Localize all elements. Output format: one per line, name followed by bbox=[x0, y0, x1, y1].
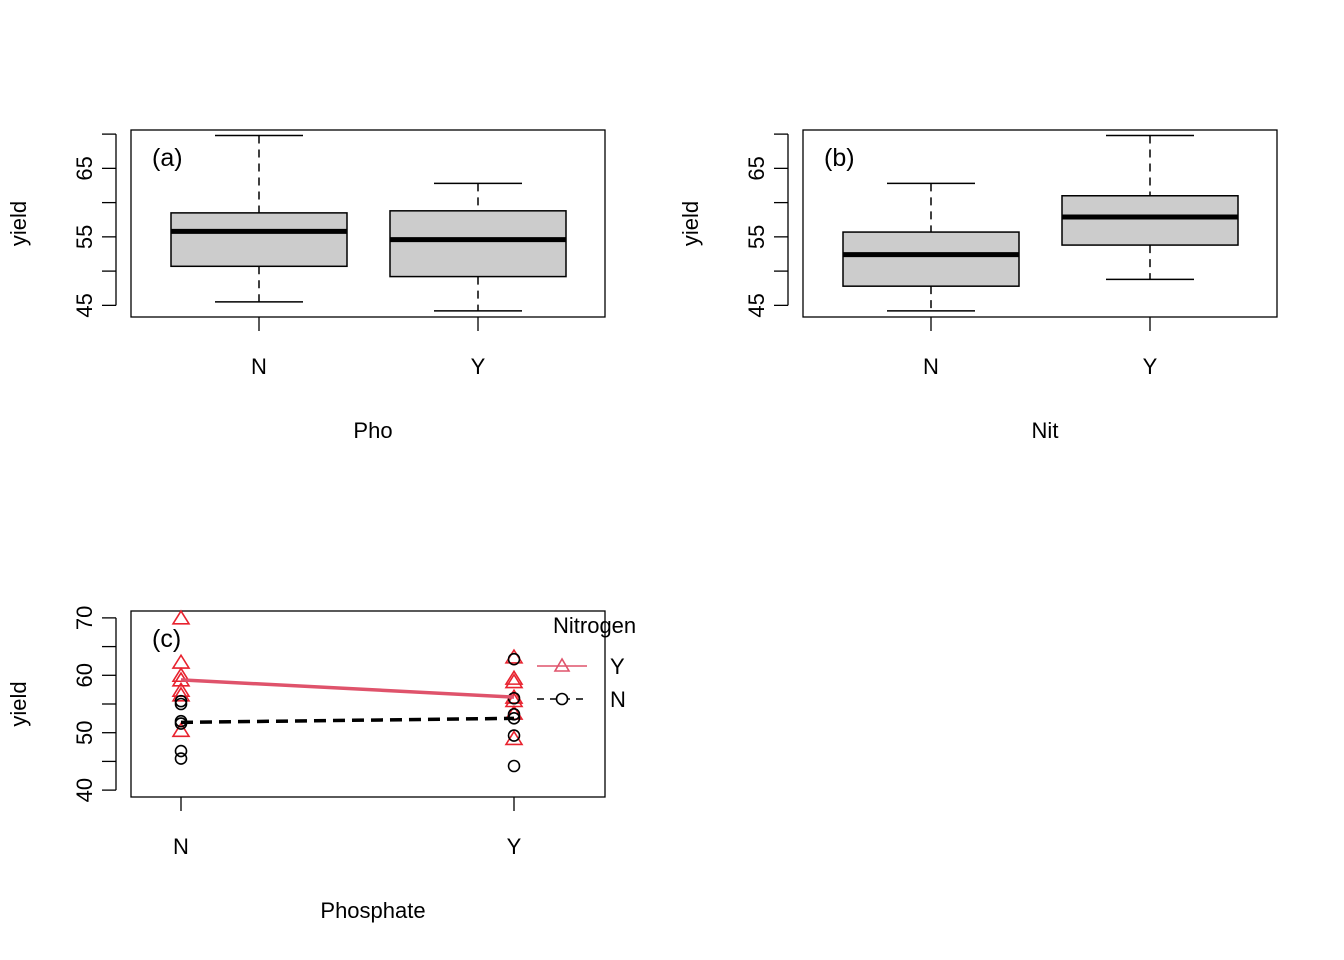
x-tick-label: Y bbox=[471, 354, 486, 379]
plot-frame bbox=[802, 129, 1278, 318]
y-tick-label: 70 bbox=[72, 606, 97, 630]
boxplot-Y bbox=[389, 182, 567, 312]
y-tick-label: 55 bbox=[72, 225, 97, 249]
y-tick-label: 60 bbox=[72, 663, 97, 687]
plot-frame bbox=[130, 129, 606, 318]
legend-label-Y: Y bbox=[610, 654, 625, 679]
x-tick-label: Y bbox=[1143, 354, 1158, 379]
series-line-Y bbox=[180, 678, 515, 699]
circle-point bbox=[174, 752, 188, 765]
triangle-point bbox=[504, 673, 524, 689]
boxplot-N bbox=[842, 182, 1020, 312]
legend: Nitrogen YN bbox=[537, 613, 636, 712]
panel-label: (a) bbox=[152, 144, 183, 172]
panel-label: (c) bbox=[152, 625, 181, 653]
points bbox=[171, 609, 524, 773]
legend-label-N: N bbox=[610, 687, 626, 712]
boxplot-N bbox=[170, 134, 348, 303]
y-tick-label: 50 bbox=[72, 720, 97, 744]
legend-title: Nitrogen bbox=[553, 613, 636, 638]
y-tick-label: 45 bbox=[72, 293, 97, 317]
y-axis: 40 50 60 70 bbox=[72, 606, 117, 802]
legend-circle-icon bbox=[555, 692, 569, 706]
iqr-box bbox=[389, 210, 567, 278]
x-tick-label: N bbox=[923, 354, 939, 379]
series-line-N bbox=[180, 716, 515, 725]
x-axis-title: Nit bbox=[1032, 418, 1059, 443]
circle-point bbox=[174, 697, 188, 711]
y-tick-label: 45 bbox=[744, 293, 769, 317]
y-axis: 45 55 65 bbox=[72, 133, 117, 318]
triangle-point bbox=[171, 722, 191, 738]
y-axis: 45 55 65 bbox=[744, 133, 789, 318]
x-tick-label: N bbox=[251, 354, 267, 379]
circle-point bbox=[507, 652, 521, 666]
triangle-point bbox=[171, 686, 191, 702]
y-axis-title: yield bbox=[6, 681, 31, 726]
panel-label: (b) bbox=[824, 144, 855, 172]
x-tick-label: Y bbox=[507, 834, 522, 859]
circle-point bbox=[507, 759, 521, 773]
circle-point bbox=[507, 729, 521, 742]
plot-frame bbox=[130, 610, 606, 798]
iqr-box bbox=[842, 231, 1020, 287]
x-tick-label: N bbox=[173, 834, 189, 859]
triangle-point bbox=[504, 669, 524, 685]
x-axis-title: Phosphate bbox=[320, 898, 425, 923]
triangle-point bbox=[171, 609, 191, 625]
y-tick-label: 40 bbox=[72, 778, 97, 802]
y-tick-label: 55 bbox=[744, 225, 769, 249]
iqr-box bbox=[1061, 195, 1239, 246]
y-axis-title: yield bbox=[678, 201, 703, 246]
y-tick-label: 65 bbox=[744, 156, 769, 180]
y-axis-title: yield bbox=[6, 201, 31, 246]
legend-triangle-icon bbox=[553, 657, 571, 672]
circle-point bbox=[174, 744, 188, 758]
y-tick-label: 65 bbox=[72, 156, 97, 180]
iqr-box bbox=[170, 212, 348, 268]
triangle-point bbox=[171, 653, 191, 669]
triangle-point bbox=[504, 730, 524, 746]
x-axis-title: Pho bbox=[353, 418, 392, 443]
boxplot-Y bbox=[1061, 134, 1239, 281]
